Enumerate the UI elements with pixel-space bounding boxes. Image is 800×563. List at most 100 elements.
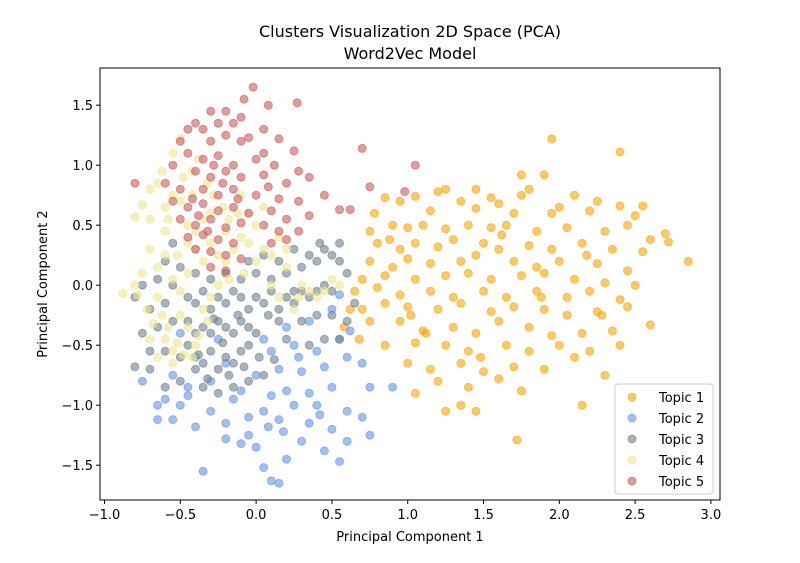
scatter-point-topic-3: [160, 382, 170, 392]
scatter-point-topic-4: [172, 338, 182, 348]
scatter-point-topic-1: [615, 340, 625, 350]
legend-label-topic-5: Topic 5: [658, 475, 704, 490]
scatter-point-topic-2: [312, 400, 322, 410]
scatter-point-topic-1: [456, 256, 466, 266]
legend-marker-topic-2: [627, 413, 637, 423]
scatter-point-topic-4: [157, 166, 167, 176]
scatter-point-topic-1: [494, 244, 504, 254]
scatter-point-topic-4: [153, 178, 163, 188]
scatter-point-topic-1: [456, 298, 466, 308]
scatter-point-topic-5: [400, 187, 410, 197]
scatter-point-topic-4: [335, 280, 344, 290]
scatter-point-topic-3: [221, 322, 231, 332]
scatter-point-topic-2: [345, 326, 355, 336]
scatter-point-topic-3: [335, 334, 344, 344]
scatter-point-topic-1: [448, 322, 458, 332]
scatter-point-topic-4: [175, 310, 185, 320]
scatter-point-topic-1: [345, 304, 355, 314]
scatter-point-topic-1: [380, 298, 390, 308]
scatter-point-topic-4: [145, 244, 155, 254]
scatter-point-topic-1: [570, 274, 579, 284]
scatter-point-topic-2: [244, 412, 254, 422]
y-tick-label: −1.0: [61, 399, 93, 414]
scatter-point-topic-4: [148, 319, 158, 329]
scatter-point-topic-3: [228, 286, 238, 296]
scatter-point-topic-1: [585, 346, 595, 356]
scatter-point-topic-2: [175, 400, 185, 410]
legend-label-topic-1: Topic 1: [658, 391, 704, 406]
scatter-point-topic-5: [335, 205, 344, 215]
scatter-point-topic-1: [494, 199, 504, 209]
plot-area-frame: [99, 67, 721, 501]
scatter-point-topic-4: [294, 292, 304, 302]
scatter-point-topic-1: [570, 190, 579, 200]
scatter-point-topic-1: [441, 271, 451, 281]
scatter-point-topic-1: [479, 238, 488, 248]
scatter-point-topic-1: [388, 220, 398, 230]
scatter-point-topic-1: [395, 316, 405, 326]
scatter-point-topic-4: [198, 304, 208, 314]
scatter-point-topic-5: [263, 100, 273, 110]
scatter-point-topic-1: [418, 220, 428, 230]
scatter-point-topic-1: [577, 238, 587, 248]
scatter-point-topic-1: [486, 307, 496, 317]
scatter-point-topic-1: [441, 184, 451, 194]
scatter-point-topic-1: [388, 262, 398, 272]
scatter-point-topic-2: [297, 367, 307, 377]
scatter-point-topic-4: [160, 202, 170, 212]
scatter-point-topic-1: [403, 358, 413, 368]
scatter-point-topic-5: [319, 190, 329, 200]
scatter-point-topic-3: [198, 382, 208, 392]
scatter-point-topic-1: [403, 223, 413, 233]
x-tick-label: 1.0: [397, 508, 418, 523]
scatter-point-topic-3: [228, 358, 238, 368]
scatter-point-topic-5: [191, 220, 200, 230]
scatter-point-topic-3: [312, 310, 322, 320]
scatter-point-topic-1: [463, 346, 473, 356]
scatter-point-topic-2: [168, 415, 178, 425]
scatter-point-topic-1: [479, 286, 488, 296]
scatter-point-topic-5: [251, 154, 261, 164]
scatter-point-topic-1: [532, 262, 542, 272]
scatter-point-topic-3: [282, 292, 291, 302]
scatter-point-topic-3: [213, 364, 223, 374]
scatter-point-topic-2: [259, 406, 269, 416]
y-axis-ticks: −1.5 −1.0 −0.5 0.0 0.5 1.0 1.5: [61, 99, 100, 474]
scatter-point-topic-1: [501, 220, 511, 230]
scatter-point-topic-1: [350, 286, 360, 296]
scatter-point-topic-1: [448, 292, 458, 302]
scatter-point-topic-1: [380, 340, 390, 350]
scatter-point-topic-4: [157, 310, 167, 320]
scatter-point-topic-1: [577, 328, 587, 338]
scatter-point-topic-5: [259, 170, 269, 180]
scatter-point-topic-3: [206, 274, 216, 284]
scatter-point-topic-4: [175, 196, 185, 206]
scatter-point-topic-5: [130, 178, 140, 188]
scatter-point-topic-4: [137, 200, 147, 210]
scatter-point-topic-1: [630, 211, 640, 221]
scatter-point-topic-3: [213, 388, 223, 398]
scatter-point-topic-1: [516, 271, 526, 281]
scatter-point-topic-3: [228, 382, 238, 392]
scatter-point-topic-3: [269, 355, 279, 365]
scatter-point-topic-5: [198, 154, 208, 164]
scatter-point-topic-1: [562, 223, 572, 233]
scatter-point-topic-5: [239, 94, 249, 104]
scatter-point-topic-5: [213, 118, 223, 128]
scatter-point-topic-4: [304, 286, 314, 296]
scatter-point-topic-5: [304, 211, 314, 221]
scatter-point-topic-1: [615, 295, 625, 305]
scatter-point-topic-5: [259, 124, 269, 134]
scatter-point-topic-4: [198, 256, 208, 266]
scatter-point-topic-3: [289, 286, 299, 296]
scatter-point-topic-5: [221, 106, 231, 116]
scatter-point-topic-3: [221, 352, 231, 362]
scatter-point-topic-3: [137, 328, 147, 338]
scatter-point-topic-4: [236, 232, 246, 242]
scatter-point-topic-1: [570, 352, 579, 362]
scatter-point-topic-5: [221, 250, 231, 260]
scatter-point-topic-4: [137, 268, 147, 278]
x-tick-label: 2.0: [549, 508, 570, 523]
scatter-point-topic-5: [266, 206, 276, 216]
scatter-point-topic-1: [600, 226, 610, 236]
